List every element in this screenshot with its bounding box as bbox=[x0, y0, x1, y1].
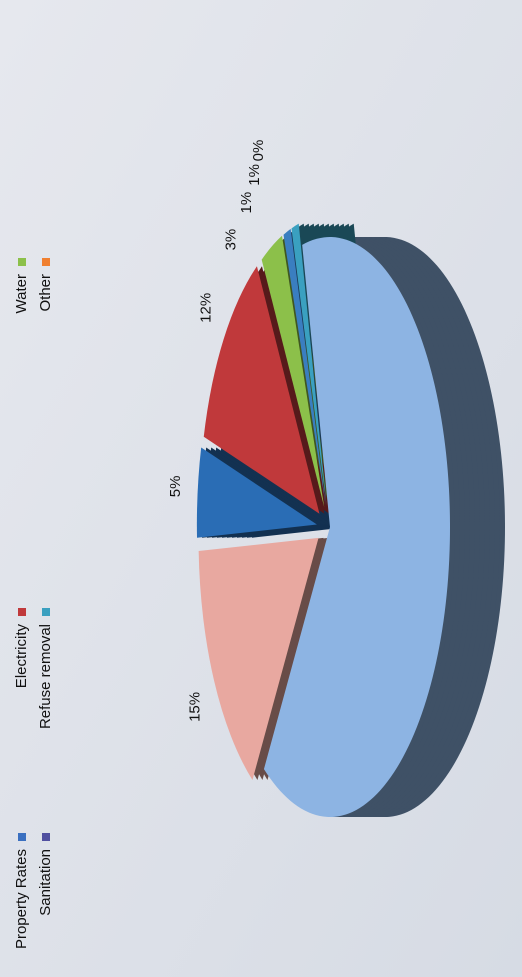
data-label: 1% bbox=[246, 164, 263, 186]
slice bbox=[203, 266, 320, 514]
legend-swatch bbox=[42, 833, 50, 841]
legend-swatch bbox=[18, 608, 26, 616]
legend-swatch bbox=[42, 258, 50, 266]
data-label: 3% bbox=[223, 229, 240, 251]
slice bbox=[283, 228, 326, 507]
data-label: 12% bbox=[197, 293, 214, 323]
legend-swatch bbox=[18, 833, 26, 841]
slice bbox=[198, 537, 319, 780]
legend-swatch bbox=[18, 258, 26, 266]
slice bbox=[263, 237, 450, 817]
slice bbox=[291, 223, 327, 506]
plot: Property Rates Electricity Water Sanitation… bbox=[13, 140, 505, 949]
legend-label: Electricity bbox=[13, 624, 30, 689]
data-label: 5% bbox=[167, 476, 184, 498]
data-label: 1% bbox=[238, 192, 255, 214]
legend-label: Sanitation bbox=[37, 849, 54, 916]
slice bbox=[196, 447, 317, 538]
data-label: 15% bbox=[186, 692, 203, 722]
legend-label: Water bbox=[13, 274, 30, 313]
data-label: 0% bbox=[250, 140, 267, 162]
legend-swatch bbox=[42, 608, 50, 616]
legend-label: Other bbox=[37, 274, 54, 312]
slice bbox=[261, 235, 325, 508]
legend-label: Refuse removal bbox=[37, 624, 54, 729]
legend-label: Property Rates bbox=[13, 849, 30, 949]
